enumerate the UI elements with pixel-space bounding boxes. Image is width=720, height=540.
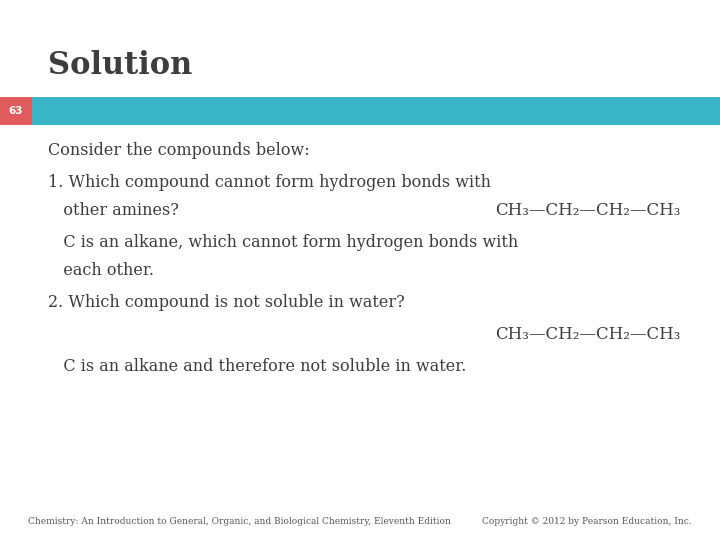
Text: CH₃—CH₂—CH₂—CH₃: CH₃—CH₂—CH₂—CH₃ [495,202,680,219]
Text: other amines?: other amines? [48,202,179,219]
Text: C is an alkane and therefore not soluble in water.: C is an alkane and therefore not soluble… [48,358,467,375]
Text: 1. Which compound cannot form hydrogen bonds with: 1. Which compound cannot form hydrogen b… [48,174,491,191]
Text: C is an alkane, which cannot form hydrogen bonds with: C is an alkane, which cannot form hydrog… [48,234,518,251]
Text: 2. Which compound is not soluble in water?: 2. Which compound is not soluble in wate… [48,294,405,311]
Text: each other.: each other. [48,262,154,279]
Text: Copyright © 2012 by Pearson Education, Inc.: Copyright © 2012 by Pearson Education, I… [482,517,692,526]
Text: CH₃—CH₂—CH₂—CH₃: CH₃—CH₂—CH₂—CH₃ [495,326,680,343]
Bar [0,97,32,125]
Text: Chemistry: An Introduction to General, Organic, and Biological Chemistry, Eleven: Chemistry: An Introduction to General, O… [28,517,451,526]
Bar [0,97,720,125]
Text: 63: 63 [9,106,23,116]
Text: Consider the compounds below:: Consider the compounds below: [48,142,310,159]
Text: Solution: Solution [48,50,192,81]
